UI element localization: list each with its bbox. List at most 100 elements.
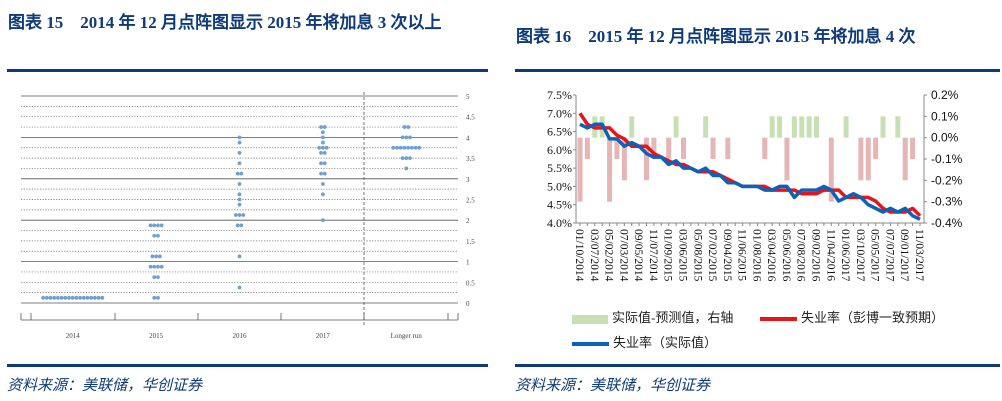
right-y-tick-label: 0.0% bbox=[931, 131, 959, 145]
dot-2014 bbox=[81, 295, 86, 300]
right-y-tick-label: -0.1% bbox=[931, 152, 963, 166]
left-y-tick-label: 6.5% bbox=[547, 125, 572, 139]
right-y-tick-label: -0.3% bbox=[931, 195, 963, 209]
dot-2014 bbox=[44, 295, 49, 300]
dot-2017 bbox=[324, 145, 329, 150]
dot-2017 bbox=[317, 145, 322, 150]
dot-2014 bbox=[96, 295, 101, 300]
x-tick-label: 2015 bbox=[149, 332, 164, 340]
dot-2016 bbox=[237, 161, 242, 166]
dot-2014 bbox=[85, 295, 90, 300]
dot-2016 bbox=[241, 213, 246, 217]
dot-longer-run bbox=[402, 145, 407, 150]
y-tick-label: 1.5 bbox=[466, 238, 475, 246]
legend-swatch-consensus bbox=[760, 317, 797, 322]
legend-label-actual: 失业率（实际值） bbox=[613, 335, 718, 350]
left-y-tick-label: 4.5% bbox=[547, 198, 572, 212]
dot-2015 bbox=[150, 254, 155, 259]
dot-2014 bbox=[52, 295, 57, 300]
dot-2016 bbox=[237, 135, 242, 140]
dot-2016 bbox=[237, 182, 242, 186]
x-tick-label: 01/08/2016 bbox=[750, 229, 762, 282]
dot-2015 bbox=[152, 275, 157, 280]
x-tick-label: 2017 bbox=[316, 332, 331, 340]
surprise-bar bbox=[621, 137, 627, 181]
dot-longer-run bbox=[402, 125, 407, 129]
dot-longer-run bbox=[391, 145, 396, 150]
x-tick-label: 05/05/2017 bbox=[869, 229, 881, 282]
actual-line bbox=[579, 122, 921, 221]
dot-2014 bbox=[48, 295, 53, 300]
dot-2017 bbox=[321, 140, 325, 145]
surprise-bar bbox=[784, 137, 790, 181]
dot-2014 bbox=[74, 295, 79, 300]
surprise-bar bbox=[895, 116, 901, 138]
y-tick-label: 4.5 bbox=[466, 114, 475, 122]
dot-2017 bbox=[319, 125, 323, 129]
dot-2016 bbox=[239, 223, 244, 228]
dot-2015 bbox=[159, 223, 164, 228]
x-tick-label: 03/10/2017 bbox=[854, 229, 866, 282]
dot-2014 bbox=[78, 295, 82, 300]
x-tick-label: 2016 bbox=[233, 332, 248, 340]
legend-item-surprise: 实际值-预测值，右轴 bbox=[572, 307, 733, 326]
dot-2017 bbox=[321, 145, 325, 150]
surprise-bar bbox=[806, 116, 812, 138]
dot-2016 bbox=[237, 285, 242, 290]
dot-2017 bbox=[319, 161, 323, 166]
dot-longer-run bbox=[413, 145, 418, 150]
x-tick-label: 09/04/2015 bbox=[721, 229, 733, 282]
dot-2014 bbox=[100, 295, 105, 300]
surprise-bar bbox=[858, 137, 864, 181]
x-tick-label: 07/08/2016 bbox=[795, 229, 807, 282]
surprise-bar bbox=[673, 116, 679, 138]
dot-2015 bbox=[148, 223, 153, 228]
dot-longer-run bbox=[400, 135, 405, 140]
dot-2014 bbox=[41, 295, 45, 300]
left-y-tick-label: 7.5% bbox=[547, 88, 572, 102]
right-y-tick-label: -0.4% bbox=[931, 216, 963, 230]
surprise-bar bbox=[910, 137, 916, 159]
dot-2017 bbox=[321, 192, 325, 197]
dot-2016 bbox=[237, 213, 242, 217]
surprise-bar bbox=[769, 116, 775, 138]
dot-2017 bbox=[322, 151, 327, 155]
dot-longer-run bbox=[400, 156, 405, 161]
dot-2016 bbox=[237, 192, 242, 197]
x-tick-label: Longer run bbox=[391, 332, 423, 340]
surprise-bar bbox=[843, 116, 849, 138]
left-source: 资料来源：美联储，华创证券 bbox=[7, 378, 203, 394]
legend-label-surprise: 实际值-预测值，右轴 bbox=[612, 310, 734, 325]
dot-2016 bbox=[233, 213, 238, 217]
surprise-bar bbox=[614, 137, 620, 159]
left-y-tick-label: 4.0% bbox=[547, 216, 572, 230]
surprise-bar bbox=[828, 137, 834, 202]
dot-2017 bbox=[321, 182, 325, 186]
dot-longer-run bbox=[404, 166, 409, 171]
dot-2014 bbox=[70, 295, 75, 300]
dot-longer-run bbox=[408, 156, 412, 161]
y-tick-label: 2 bbox=[466, 217, 470, 225]
surprise-bar bbox=[814, 116, 820, 138]
dot-2015 bbox=[148, 264, 153, 269]
x-tick-label: 01/09/2015 bbox=[662, 229, 674, 282]
dot-2017 bbox=[321, 130, 325, 135]
dot-2014 bbox=[63, 295, 68, 300]
x-tick-label: 05/02/2014 bbox=[603, 229, 615, 282]
dot-2015 bbox=[156, 264, 160, 269]
legend-item-consensus: 失业率（彭博一致预期） bbox=[760, 307, 944, 326]
dot-2015 bbox=[156, 275, 160, 280]
dot-longer-run bbox=[406, 145, 411, 150]
dot-2014 bbox=[59, 295, 64, 300]
dot-2017 bbox=[322, 125, 327, 129]
dot-2015 bbox=[152, 295, 157, 300]
dot-2015 bbox=[159, 264, 164, 269]
y-tick-label: 0.5 bbox=[466, 279, 475, 287]
surprise-bar bbox=[873, 137, 879, 159]
dot-2015 bbox=[156, 233, 160, 238]
dot-2015 bbox=[156, 223, 160, 228]
surprise-bar bbox=[799, 116, 805, 138]
dot-2016 bbox=[235, 223, 240, 228]
surprise-bar bbox=[703, 116, 709, 138]
